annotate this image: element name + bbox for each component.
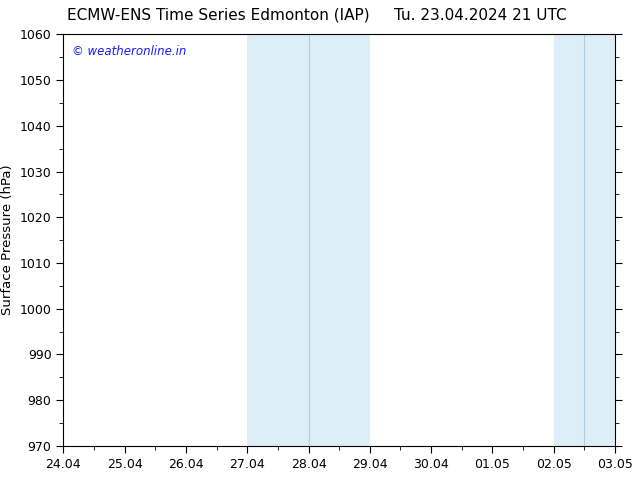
Text: © weatheronline.in: © weatheronline.in bbox=[72, 45, 186, 58]
Bar bbox=[247, 34, 370, 446]
Text: ECMW-ENS Time Series Edmonton (IAP)     Tu. 23.04.2024 21 UTC: ECMW-ENS Time Series Edmonton (IAP) Tu. … bbox=[67, 7, 567, 23]
Y-axis label: Surface Pressure (hPa): Surface Pressure (hPa) bbox=[1, 165, 14, 316]
Bar bbox=[553, 34, 615, 446]
